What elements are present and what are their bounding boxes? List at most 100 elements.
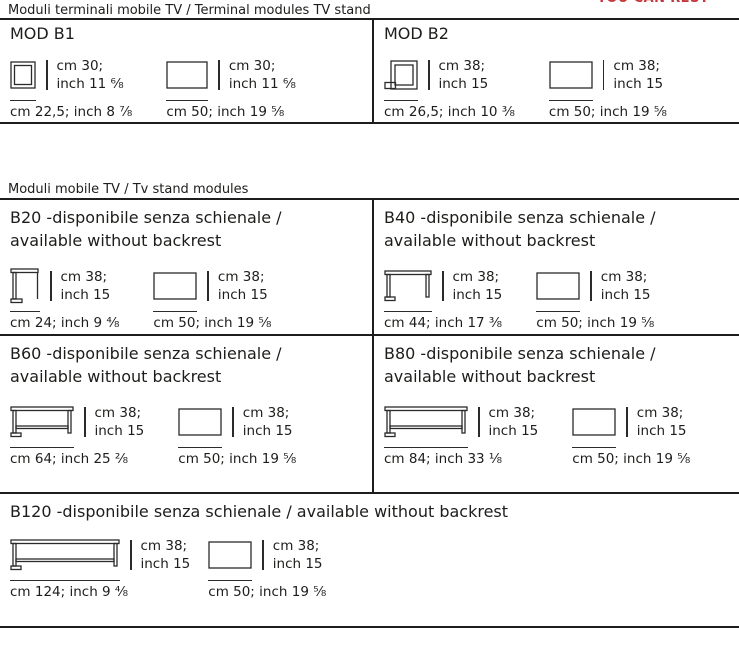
depth-dimension-line [218,60,220,90]
width-measurement: cm 24; inch 9 ⁴⁄₈ [10,315,120,331]
square-module-icon [10,61,36,89]
spec-item: cm 38; inch 15 cm 64; inch 25 ²⁄₈ [10,401,144,467]
bench-module-icon [384,270,432,302]
depth-dimension-line [84,407,86,437]
width-dimension-line [10,447,74,448]
rect-module-icon [178,408,222,436]
rect-module-icon [549,61,593,89]
depth-measurement: cm 38; inch 15 [636,405,687,439]
width-measurement: cm 84; inch 33 ¹⁄₈ [384,451,503,467]
spec-item: cm 38; inch 15 cm 24; inch 9 ⁴⁄₈ [10,265,119,331]
spec-item: cm 38; inch 15 cm 50; inch 19 ⁵⁄₈ [536,265,654,331]
cell-b40: B40 -disponibile senza schienale / avail… [374,200,739,334]
bench-shelf-module-icon [10,406,74,438]
table-row: B20 -disponibile senza schienale / avail… [0,200,739,336]
spec-item: cm 38; inch 15 cm 50; inch 19 ⁵⁄₈ [208,534,326,600]
spec-item: cm 30; inch 11 ⁶⁄₈ cm 22,5; inch 8 ⁷⁄₈ [10,54,132,120]
depth-dimension-line [130,540,132,570]
module-title: B80 -disponibile senza schienale / avail… [384,344,656,386]
rect-module-icon [208,541,252,569]
module-title: B20 -disponibile senza schienale / avail… [10,208,282,250]
depth-dimension-line [442,271,444,301]
width-dimension-line [384,447,468,448]
width-measurement: cm 22,5; inch 8 ⁷⁄₈ [10,104,133,120]
depth-measurement: cm 38; inch 15 [452,269,503,303]
spec-item: cm 30; inch 11 ⁶⁄₈ cm 50; inch 19 ⁵⁄₈ [166,54,296,120]
width-dimension-line [384,100,418,101]
cell-b80: B80 -disponibile senza schienale / avail… [374,336,739,492]
width-dimension-line [153,311,198,312]
width-measurement: cm 50; inch 19 ⁵⁄₈ [208,584,327,600]
depth-dimension-line [626,407,628,437]
depth-dimension-line [428,60,430,90]
width-dimension-line [10,580,120,581]
depth-measurement: cm 38; inch 15 [438,58,489,92]
depth-dimension-line [590,271,592,301]
spec-item: cm 38; inch 15 cm 26,5; inch 10 ³⁄₈ [384,54,515,120]
module-title: B40 -disponibile senza schienale / avail… [384,208,656,250]
bench-shelf-module-icon [384,406,468,438]
depth-dimension-line [50,271,52,301]
panel-module-icon [384,59,418,91]
cell-b120: B120 -disponibile senza schienale / avai… [0,494,739,600]
spec-item: cm 38; inch 15 cm 50; inch 19 ⁵⁄₈ [178,401,296,467]
width-dimension-line [10,311,40,312]
spec-item: cm 38; inch 15 cm 84; inch 33 ¹⁄₈ [384,401,538,467]
width-measurement: cm 50; inch 19 ⁵⁄₈ [153,315,272,331]
rect-module-icon [572,408,616,436]
depth-measurement: cm 38; inch 15 [94,405,145,439]
depth-measurement: cm 30; inch 11 ⁶⁄₈ [228,58,296,92]
cell-b20: B20 -disponibile senza schienale / avail… [0,200,374,334]
width-measurement: cm 50; inch 19 ⁵⁄₈ [536,315,655,331]
width-dimension-line [166,100,209,101]
cell-mod-b1: MOD B1 cm 30; inch 11 ⁶⁄₈ cm 22,5; inch … [0,20,374,122]
width-measurement: cm 44; inch 17 ³⁄₈ [384,315,503,331]
width-measurement: cm 50; inch 19 ⁵⁄₈ [166,104,285,120]
depth-dimension-line [207,271,209,301]
bench-shelf-module-icon [10,539,120,571]
spec-items: cm 30; inch 11 ⁶⁄₈ cm 22,5; inch 8 ⁷⁄₈ c… [10,54,372,120]
width-dimension-line [10,100,36,101]
depth-dimension-line [232,407,234,437]
width-dimension-line [572,447,617,448]
depth-measurement: cm 38; inch 15 [242,405,293,439]
width-dimension-line [548,100,593,101]
cell-b60: B60 -disponibile senza schienale / avail… [0,336,374,492]
width-dimension-line [178,447,223,448]
spec-item: cm 38; inch 15 cm 44; inch 17 ³⁄₈ [384,265,502,331]
width-dimension-line [208,580,253,581]
terminal-modules-table: MOD B1 cm 30; inch 11 ⁶⁄₈ cm 22,5; inch … [0,18,739,124]
width-measurement: cm 50; inch 19 ⁵⁄₈ [178,451,297,467]
width-dimension-line [536,311,581,312]
spec-item: cm 38; inch 15 cm 50; inch 19 ⁵⁄₈ [572,401,690,467]
width-measurement: cm 64; inch 25 ²⁄₈ [10,451,129,467]
table-row: B120 -disponibile senza schienale / avai… [0,494,739,628]
depth-measurement: cm 30; inch 11 ⁶⁄₈ [56,58,124,92]
depth-dimension-line [602,60,605,90]
width-measurement: cm 50; inch 19 ⁵⁄₈ [548,104,667,120]
width-measurement: cm 50; inch 19 ⁵⁄₈ [572,451,691,467]
depth-measurement: cm 38; inch 15 [613,58,664,92]
tv-stand-modules-label: Moduli mobile TV / Tv stand modules [8,182,249,197]
tv-stand-modules-table: B20 -disponibile senza schienale / avail… [0,198,739,628]
depth-measurement: cm 38; inch 15 [60,269,111,303]
clipped-red-text: YOU CAN REST [597,0,709,6]
depth-dimension-line [478,407,480,437]
module-title: B60 -disponibile senza schienale / avail… [10,344,282,386]
depth-measurement: cm 38; inch 15 [600,269,651,303]
terminal-modules-label: Moduli terminali mobile TV / Terminal mo… [8,3,371,18]
spec-items: cm 38; inch 15 cm 26,5; inch 10 ³⁄₈ cm 3… [384,54,739,120]
depth-measurement: cm 38; inch 15 [272,538,323,572]
module-title: MOD B1 [10,24,75,43]
width-dimension-line [384,311,432,312]
rect-module-icon [166,61,208,89]
spec-item: cm 38; inch 15 cm 50; inch 19 ⁵⁄₈ [153,265,271,331]
width-measurement: cm 124; inch 9 ⁴⁄₈ [10,584,129,600]
depth-dimension-line [262,540,264,570]
depth-measurement: cm 38; inch 15 [488,405,539,439]
width-measurement: cm 26,5; inch 10 ³⁄₈ [384,104,515,120]
rect-module-icon [536,272,580,300]
rect-module-icon [153,272,198,300]
depth-measurement: cm 38; inch 15 [217,269,268,303]
